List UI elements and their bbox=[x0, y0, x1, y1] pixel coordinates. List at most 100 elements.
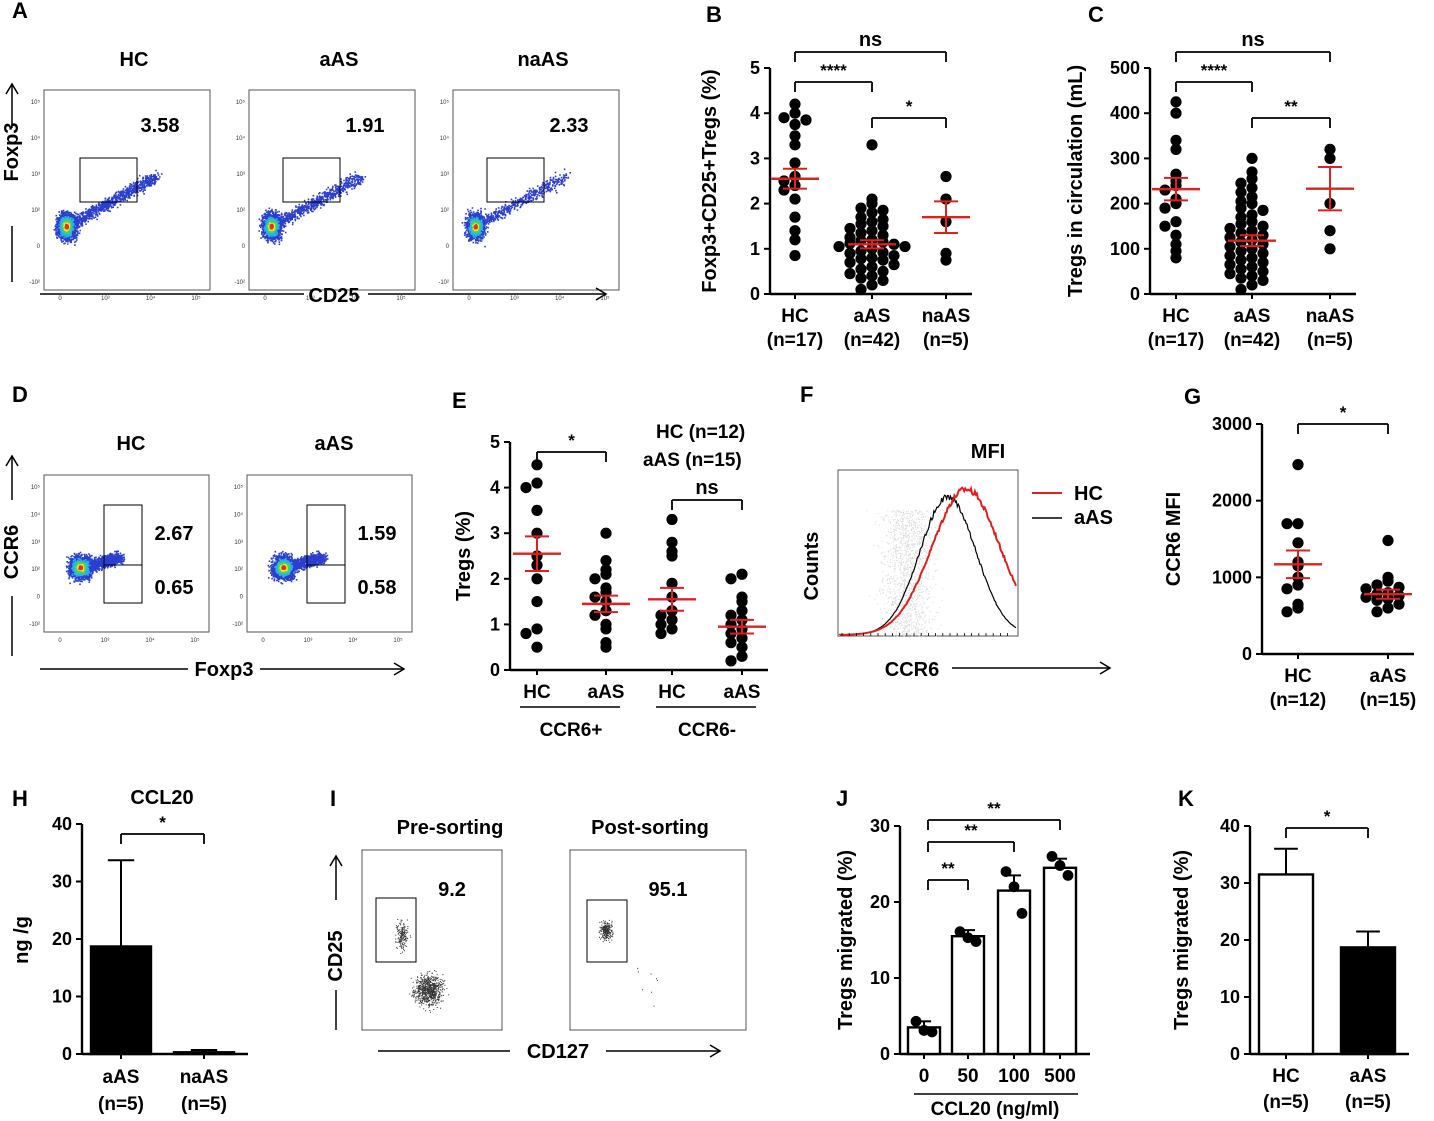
chart-c: 0 100 200 300 400 500 Tregs in circulation (mL… bbox=[1065, 29, 1356, 351]
chart-e-point bbox=[736, 650, 748, 662]
chart-c-y-tick-label: 200 bbox=[1110, 194, 1140, 214]
chart-b-point bbox=[789, 225, 801, 237]
chart-g-category-1: aAS bbox=[1370, 666, 1407, 687]
flow-a-ticks-1-ylab: 10⁴ bbox=[236, 135, 246, 142]
chart-j-significance-label: ** bbox=[964, 821, 978, 840]
chart-g-point bbox=[1360, 583, 1372, 595]
chart-c-point bbox=[1246, 216, 1258, 228]
panel-label-e: E bbox=[452, 388, 467, 413]
flow-d-ticks-0-ylab: 10² bbox=[31, 567, 40, 573]
chart-j-point bbox=[926, 1026, 938, 1038]
chart-c-point bbox=[1159, 220, 1171, 232]
chart-e-y-tick-label: 0 bbox=[490, 660, 500, 680]
flow-a-plot-1-density-layer bbox=[269, 223, 274, 230]
chart-b-point bbox=[844, 268, 856, 280]
chart-g-n-label-1: (n=15) bbox=[1360, 690, 1417, 711]
flow-d-plot-1-cells bbox=[267, 550, 329, 585]
chart-g-y-tick-label: 1000 bbox=[1212, 567, 1252, 587]
chart-e-point bbox=[736, 632, 748, 644]
chart-g-point bbox=[1371, 594, 1383, 606]
flow-d-ticks-1-ylab: 0 bbox=[240, 595, 244, 601]
flow-a-ticks-1-xlab: 10⁵ bbox=[396, 295, 406, 302]
chart-e-point bbox=[600, 641, 612, 653]
chart-k: 0 10 20 30 40 Tregs migrated (%) HC (n=5) aAS (n=… bbox=[1171, 807, 1409, 1113]
chart-b-point bbox=[855, 218, 867, 230]
flow-d-plot-0 bbox=[43, 474, 210, 633]
chart-c-point bbox=[1170, 252, 1182, 264]
chart-b-point bbox=[855, 263, 867, 275]
flow-a-gate-2 bbox=[486, 157, 545, 203]
flow-i-gate-1 bbox=[586, 899, 628, 963]
chart-e-y-tick-label: 5 bbox=[490, 432, 500, 452]
flow-a-ticks-2-ylab: 10⁵ bbox=[440, 99, 450, 106]
chart-h-y-tick-label: 30 bbox=[52, 872, 72, 892]
chart-b-point bbox=[866, 225, 878, 237]
chart-c-y-tick-label: 100 bbox=[1110, 239, 1140, 259]
flow-d-ticks-0-xlab: 10³ bbox=[101, 638, 110, 644]
flow-a-ticks-2-ylab: -10² bbox=[438, 280, 449, 286]
flow-a-ticks-0-ylab: 0 bbox=[37, 244, 41, 250]
chart-c-point bbox=[1246, 270, 1258, 282]
flow-a-title-1: aAS bbox=[320, 49, 359, 71]
flow-a-gate-value-2: 2.33 bbox=[550, 115, 589, 137]
chart-b-y-tick-label: 4 bbox=[750, 103, 760, 123]
chart-e-point bbox=[666, 550, 678, 562]
chart-g-point bbox=[1292, 602, 1304, 614]
chart-c-point bbox=[1224, 240, 1236, 253]
chart-c-point bbox=[1235, 263, 1247, 275]
flow-a-ticks-2-ylab: 0 bbox=[446, 244, 450, 250]
chart-c-n-label-0: (n=17) bbox=[1148, 330, 1205, 351]
chart-b-point bbox=[855, 272, 867, 284]
flow-a-ticks-1-ylab: -10² bbox=[234, 280, 245, 286]
flow-a-ticks-0-ylab: 10² bbox=[31, 208, 40, 214]
chart-e-point bbox=[520, 627, 532, 640]
flow-a-ticks-1-ylab: 10³ bbox=[236, 172, 245, 178]
chart-h-y-tick-label: 40 bbox=[52, 814, 72, 834]
chart-e-point bbox=[736, 605, 748, 617]
chart-h-y-tick-label: 20 bbox=[52, 929, 72, 949]
panel-label-c: C bbox=[1088, 2, 1104, 27]
chart-g-point bbox=[1292, 459, 1304, 471]
chart-b-point bbox=[866, 261, 878, 273]
flow-a-ticks-0-ylab: 10⁴ bbox=[31, 135, 41, 142]
flow-a-plot-0 bbox=[43, 89, 211, 291]
chart-j-bar-1 bbox=[950, 935, 986, 1056]
flow-d-gate-lower-1 bbox=[306, 564, 346, 604]
chart-b-n-label-2: (n=5) bbox=[923, 330, 969, 351]
chart-b-y-label: Foxp3+CD25+Tregs (%) bbox=[699, 69, 721, 292]
flow-a-title-0: HC bbox=[120, 49, 149, 71]
flow-d-title-0: HC bbox=[117, 433, 146, 455]
flow-d-ticks-0-xlab: 10⁴ bbox=[145, 637, 155, 644]
chart-b: 0 1 2 3 4 5 Foxp3+CD25+Tregs (%) HC (n=17) aAS (n=… bbox=[699, 29, 972, 351]
chart-c-point bbox=[1235, 177, 1247, 189]
chart-e-point bbox=[666, 623, 678, 635]
chart-k-category-0: HC bbox=[1272, 1066, 1300, 1087]
chart-b-category-0: HC bbox=[781, 306, 809, 327]
chart-c-significance-label: **** bbox=[1201, 61, 1228, 80]
flow-d-plot-1-density-layer bbox=[281, 565, 287, 570]
flow-a-ticks-1-ylab: 10⁵ bbox=[236, 99, 246, 106]
chart-g-point bbox=[1382, 602, 1394, 614]
flow-d-ticks-1-ylab: 10⁵ bbox=[234, 484, 244, 491]
flow-d-ticks-1-ylab: 10⁴ bbox=[234, 511, 244, 518]
chart-e-significance-label: ns bbox=[695, 477, 718, 499]
flow-a-plot-1-density-layer bbox=[258, 171, 367, 246]
chart-b-y-tick-label: 3 bbox=[750, 148, 760, 168]
chart-e-group-label-1: CCR6- bbox=[678, 720, 736, 741]
flow-a-ticks-0-xlab: 10³ bbox=[101, 296, 110, 302]
chart-g-n-label-0: (n=12) bbox=[1270, 690, 1327, 711]
chart-h-bar-0 bbox=[89, 945, 153, 1056]
chart-c-category-2: naAS bbox=[1306, 306, 1355, 327]
chart-b-point bbox=[855, 202, 867, 214]
chart-j-point bbox=[918, 1025, 930, 1036]
chart-b-significance-bracket: * bbox=[871, 97, 947, 128]
chart-e-point bbox=[666, 577, 678, 589]
chart-j-point bbox=[1046, 851, 1058, 862]
flow-a-ticks-2-ylab: 10² bbox=[440, 208, 449, 214]
chart-e-y-tick-label: 4 bbox=[490, 478, 500, 498]
flow-i-gate-0 bbox=[375, 897, 417, 963]
chart-c-point bbox=[1235, 218, 1247, 230]
chart-c-n-label-1: (n=42) bbox=[1224, 330, 1281, 351]
flow-a-plot-0-cells bbox=[53, 169, 163, 246]
flow-d-yaxis: CCR6 bbox=[1, 525, 23, 579]
